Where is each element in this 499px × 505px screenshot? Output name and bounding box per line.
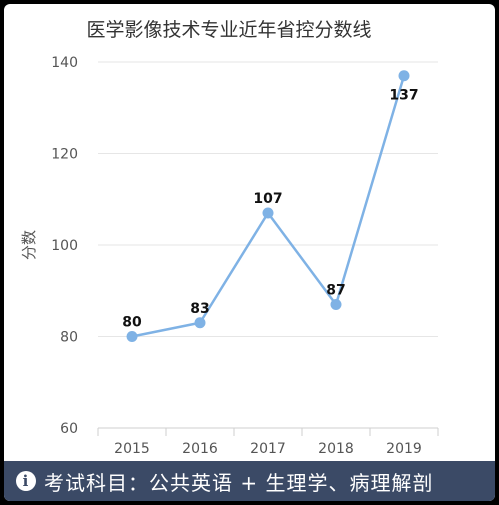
data-point (330, 298, 342, 310)
x-tick-label: 2019 (386, 441, 422, 457)
data-label: 83 (190, 301, 209, 317)
data-label: 87 (326, 282, 345, 298)
data-point (398, 70, 410, 82)
chart-card: 医学影像技术专业近年省控分数线 分数 60 80 100 120 140 2015 201… (4, 4, 495, 501)
y-tick-label: 60 (60, 421, 78, 437)
y-tick-label: 140 (51, 55, 78, 71)
data-point (194, 317, 206, 329)
y-tick-label: 80 (60, 330, 78, 346)
x-tick-label: 2016 (182, 441, 218, 457)
y-tick-label: 120 (51, 147, 78, 163)
data-point (262, 207, 274, 219)
data-label: 80 (122, 315, 142, 331)
data-point (126, 331, 138, 342)
exam-subjects-bar: i 考试科目：公共英语 + 生理学、病理解剖 (4, 461, 495, 501)
x-tick-label: 2017 (250, 441, 286, 457)
info-icon: i (16, 471, 36, 491)
exam-subjects-text: 考试科目：公共英语 + 生理学、病理解剖 (44, 470, 434, 495)
y-tick-label: 100 (51, 238, 78, 254)
x-tick-label: 2015 (114, 441, 150, 457)
chart-title: 医学影像技术专业近年省控分数线 (86, 19, 371, 41)
data-label: 137 (389, 88, 418, 104)
x-tick-label: 2018 (318, 441, 354, 457)
line-chart: 医学影像技术专业近年省控分数线 分数 60 80 100 120 140 2015 201… (20, 19, 439, 457)
y-axis-label: 分数 (20, 230, 38, 260)
data-label: 107 (253, 191, 282, 207)
